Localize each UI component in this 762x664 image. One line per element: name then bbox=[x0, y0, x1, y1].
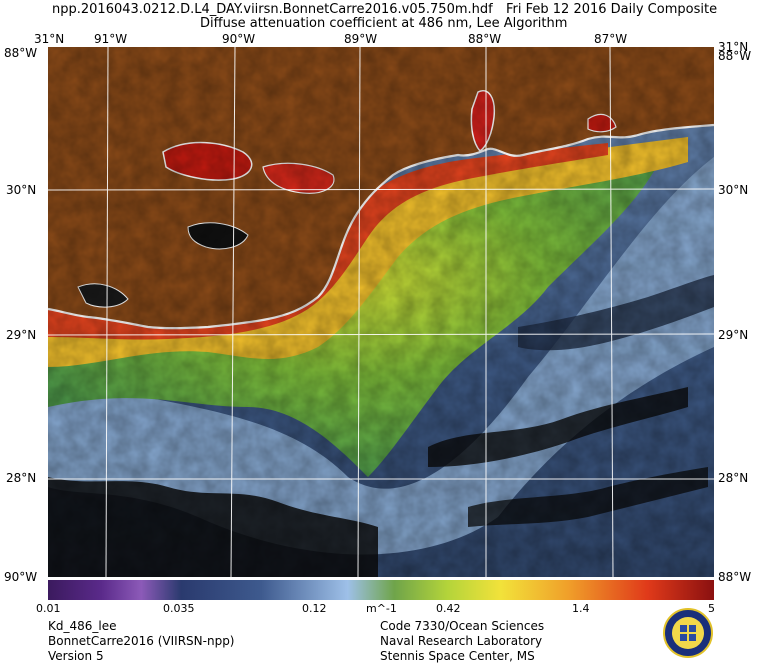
colorbar-tick-0-035: 0.035 bbox=[163, 602, 195, 615]
texture-overlay bbox=[48, 47, 714, 577]
lat-label-right-29n: 29°N bbox=[718, 328, 749, 342]
corner-label-top-left: 31°N bbox=[34, 32, 65, 46]
lat-label-left-28n: 28°N bbox=[6, 471, 37, 485]
corner-label-top-left-alt: 88°W bbox=[4, 46, 38, 60]
colorbar-gradient bbox=[48, 580, 714, 600]
lat-label-right-28n: 28°N bbox=[718, 471, 749, 485]
product-title: Diffuse attenuation coefficient at 486 n… bbox=[200, 16, 568, 31]
composite-date: Fri Feb 12 2016 Daily Composite bbox=[506, 2, 718, 17]
colorbar bbox=[48, 580, 714, 600]
colorbar-tick-0-01: 0.01 bbox=[36, 602, 61, 615]
lon-label-top-91w: 91°W bbox=[94, 32, 128, 46]
footer-product-code: Kd_486_lee bbox=[48, 619, 117, 633]
file-name-title: npp.2016043.0212.D.L4_DAY.viirsn.BonnetC… bbox=[52, 2, 493, 17]
gridline-lat-30n bbox=[48, 188, 714, 191]
colorbar-unit: m^-1 bbox=[366, 602, 397, 615]
colorbar-tick-0-12: 0.12 bbox=[302, 602, 327, 615]
corner-label-top-right: 31°N bbox=[718, 40, 749, 54]
gridline-lon-89w bbox=[357, 47, 361, 577]
footer-code: Code 7330/Ocean Sciences bbox=[380, 619, 545, 633]
lon-label-top-90w: 90°W bbox=[222, 32, 256, 46]
gridline-lat-29n bbox=[48, 333, 714, 336]
lat-label-left-30n: 30°N bbox=[6, 183, 37, 197]
lon-label-top-87w: 87°W bbox=[594, 32, 628, 46]
graticule bbox=[48, 47, 714, 577]
colorbar-tick-5: 5 bbox=[708, 602, 715, 615]
gridline-lon-91w bbox=[105, 47, 109, 577]
footer-dataset: BonnetCarre2016 (VIIRSN-npp) bbox=[48, 634, 235, 648]
footer-location: Stennis Space Center, MS bbox=[380, 649, 535, 663]
gridline-lon-87w bbox=[609, 47, 614, 577]
footer-lab: Naval Research Laboratory bbox=[380, 634, 543, 648]
colorbar-tick-0-42: 0.42 bbox=[436, 602, 461, 615]
footer-version: Version 5 bbox=[48, 649, 104, 663]
lon-label-top-88w: 88°W bbox=[468, 32, 502, 46]
corner-label-top-right-alt: 88°W bbox=[718, 49, 752, 63]
lat-label-right-30n: 30°N bbox=[718, 183, 749, 197]
satellite-map[interactable] bbox=[48, 47, 714, 577]
lon-label-top-89w: 89°W bbox=[344, 32, 378, 46]
corner-label-bottom-right: 88°W bbox=[718, 570, 752, 584]
lat-label-left-29n: 29°N bbox=[6, 328, 37, 342]
nrl-seal-logo bbox=[663, 608, 713, 658]
corner-label-bottom-left: 90°W bbox=[4, 570, 38, 584]
colorbar-tick-1-4: 1.4 bbox=[572, 602, 590, 615]
gridline-lon-90w bbox=[230, 47, 236, 577]
